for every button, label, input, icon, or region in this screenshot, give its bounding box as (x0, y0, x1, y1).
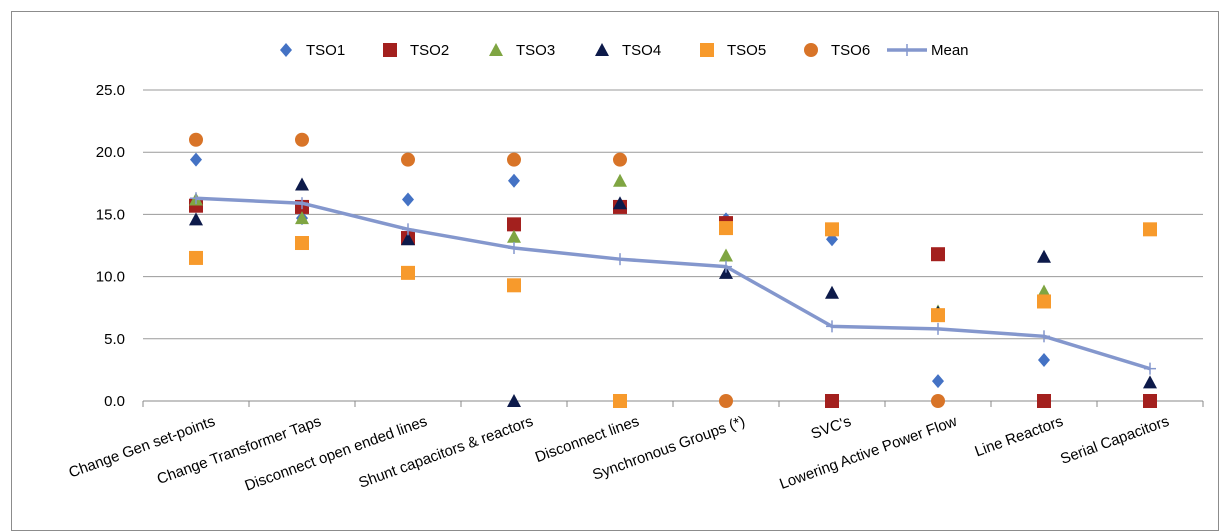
legend-tso3-label: TSO3 (516, 42, 555, 59)
legend-tso5-swatch (700, 43, 714, 57)
y-tick-label: 15.0 (96, 206, 125, 223)
x-category-label: Line Reactors (973, 413, 1066, 461)
tso2-point (1143, 394, 1157, 408)
x-category-label: Disconnect open ended lines (243, 413, 430, 495)
tso5-point (1037, 294, 1051, 309)
tso5-point (189, 250, 203, 265)
y-tick-label: 0.0 (104, 393, 125, 410)
tso4-point (1143, 375, 1157, 389)
legend-tso6-swatch (804, 43, 818, 57)
legend-tso3-swatch (489, 43, 503, 56)
y-tick-label: 5.0 (104, 331, 125, 348)
tso5-point (931, 308, 945, 323)
chart-frame (11, 11, 1219, 531)
legend-tso1-swatch (280, 43, 292, 57)
tso6-point (189, 132, 203, 147)
y-tick-label: 20.0 (96, 144, 125, 161)
tso5-point (1143, 222, 1157, 237)
tso2-point (931, 247, 945, 262)
tso1-point (1038, 352, 1050, 367)
tso6-point (295, 132, 309, 147)
tso4-point (295, 177, 309, 191)
tso6-point (931, 394, 945, 408)
tso6-point (401, 152, 415, 167)
tso5-point (825, 222, 839, 237)
legend-tso2-swatch (383, 43, 397, 57)
tso3-point (719, 248, 733, 262)
legend-tso5-label: TSO5 (727, 42, 766, 59)
tso4-point (189, 212, 203, 226)
tso1-point (932, 374, 944, 389)
tso4-point (1037, 249, 1051, 263)
tso6-point (613, 152, 627, 167)
legend-tso6-label: TSO6 (831, 42, 870, 59)
tso5-point (613, 394, 627, 408)
tso3-point (613, 173, 627, 187)
tso4-point (507, 394, 521, 407)
legend-tso4-swatch (595, 43, 609, 56)
tso3-point (1037, 284, 1051, 298)
y-tick-label: 25.0 (96, 82, 125, 99)
tso2-point (825, 394, 839, 408)
tso5-point (295, 236, 309, 251)
tso5-point (507, 278, 521, 293)
legend-tso2-label: TSO2 (410, 42, 449, 59)
mean-line (195, 196, 1151, 371)
legend-tso1-label: TSO1 (306, 42, 345, 59)
x-category-label: Shunt capacitors & reactors (356, 413, 535, 492)
legend-tso4-label: TSO4 (622, 42, 661, 59)
tso3-point (507, 229, 521, 243)
tso5-point (719, 221, 733, 236)
tso4-point (825, 285, 839, 299)
tso6-point (507, 152, 521, 167)
tso2-point (507, 217, 521, 232)
legend-mean-label: Mean (931, 42, 969, 59)
x-category-label: SVC's (809, 413, 854, 443)
tso1-point (508, 173, 520, 188)
tso4-point (401, 232, 415, 246)
tso1-point (402, 192, 414, 207)
tso2-point (1037, 394, 1051, 408)
y-tick-label: 10.0 (96, 269, 125, 286)
tso1-point (190, 152, 202, 167)
x-category-label: Lowering Active Power Flow (777, 413, 959, 493)
tso6-point (719, 394, 733, 408)
tso4-point (613, 196, 627, 210)
tso5-point (401, 265, 415, 280)
tso3-point (295, 211, 309, 225)
x-category-label: Serial Capacitors (1058, 413, 1171, 468)
